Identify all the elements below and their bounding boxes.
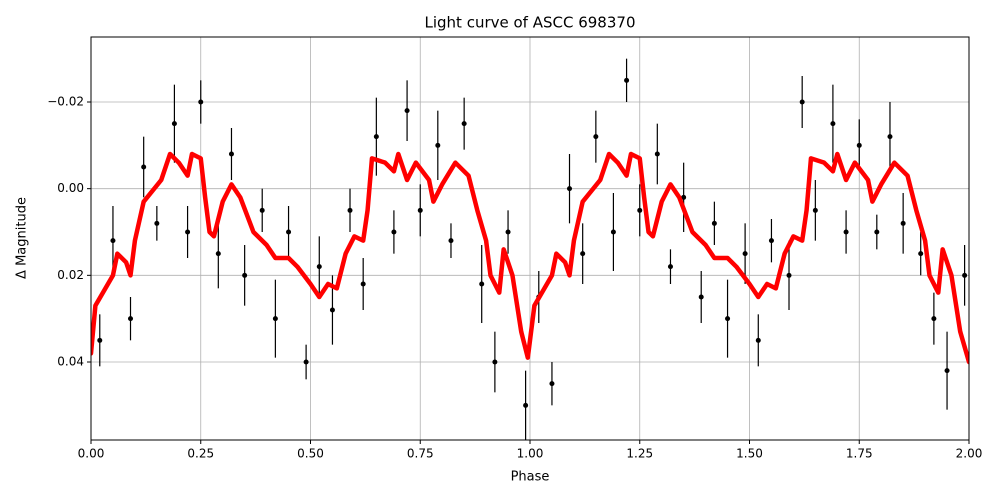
data-point bbox=[843, 229, 849, 235]
data-point bbox=[962, 272, 968, 278]
data-point bbox=[567, 186, 573, 192]
data-point bbox=[154, 220, 160, 226]
chart-title: Light curve of ASCC 698370 bbox=[425, 14, 636, 32]
data-point bbox=[593, 134, 599, 140]
data-point bbox=[742, 251, 748, 257]
data-point bbox=[799, 99, 805, 105]
data-point bbox=[725, 316, 731, 322]
y-tick-label: −0.02 bbox=[47, 95, 84, 109]
data-point bbox=[110, 238, 116, 244]
x-axis-label: Phase bbox=[511, 470, 550, 485]
data-point bbox=[624, 77, 630, 83]
data-point bbox=[505, 229, 511, 235]
data-point bbox=[272, 316, 278, 322]
data-point bbox=[242, 272, 248, 278]
data-point bbox=[215, 251, 221, 257]
data-point bbox=[681, 194, 687, 200]
data-point bbox=[812, 207, 818, 213]
data-point bbox=[874, 229, 880, 235]
data-point bbox=[918, 251, 924, 257]
data-point bbox=[667, 264, 673, 270]
data-point bbox=[329, 307, 335, 313]
x-tick-label: 0.25 bbox=[187, 447, 214, 461]
data-point bbox=[171, 121, 177, 127]
x-tick-label: 1.00 bbox=[517, 447, 544, 461]
data-point bbox=[198, 99, 204, 105]
x-tick-label: 0.75 bbox=[407, 447, 434, 461]
data-point bbox=[391, 229, 397, 235]
data-point bbox=[128, 316, 134, 322]
data-point bbox=[286, 229, 292, 235]
data-point bbox=[461, 121, 467, 127]
data-point bbox=[887, 134, 893, 140]
y-tick-label: 0.04 bbox=[57, 355, 84, 369]
data-point bbox=[417, 207, 423, 213]
data-point bbox=[404, 108, 410, 114]
data-point bbox=[347, 207, 353, 213]
data-point bbox=[479, 281, 485, 287]
data-point bbox=[259, 207, 265, 213]
data-point bbox=[931, 316, 937, 322]
data-point bbox=[316, 264, 322, 270]
x-tick-label: 2.00 bbox=[956, 447, 983, 461]
y-tick-label: 0.02 bbox=[57, 268, 84, 282]
data-point bbox=[373, 134, 379, 140]
data-point bbox=[580, 251, 586, 257]
data-point bbox=[303, 359, 309, 365]
data-point bbox=[141, 164, 147, 170]
x-tick-label: 0.50 bbox=[297, 447, 324, 461]
y-tick-label: 0.00 bbox=[57, 181, 84, 195]
data-point bbox=[830, 121, 836, 127]
fit-line bbox=[91, 151, 969, 365]
data-point bbox=[900, 220, 906, 226]
data-point bbox=[228, 151, 234, 157]
x-tick-label: 1.25 bbox=[626, 447, 653, 461]
data-point bbox=[711, 220, 717, 226]
data-point bbox=[856, 142, 862, 148]
data-point bbox=[637, 207, 643, 213]
data-point bbox=[549, 381, 555, 387]
data-point bbox=[185, 229, 191, 235]
data-point bbox=[435, 142, 441, 148]
x-tick-label: 0.00 bbox=[78, 447, 105, 461]
data-point bbox=[610, 229, 616, 235]
x-tick-label: 1.75 bbox=[846, 447, 873, 461]
data-point bbox=[523, 402, 529, 408]
data-point bbox=[97, 337, 103, 343]
data-point bbox=[755, 337, 761, 343]
data-point bbox=[360, 281, 366, 287]
data-point bbox=[448, 238, 454, 244]
data-point bbox=[786, 272, 792, 278]
data-point bbox=[492, 359, 498, 365]
data-point bbox=[698, 294, 704, 300]
data-point bbox=[654, 151, 660, 157]
plot-area bbox=[91, 37, 969, 440]
x-tick-label: 1.50 bbox=[736, 447, 763, 461]
grid bbox=[91, 37, 969, 440]
data-point bbox=[944, 368, 950, 374]
data-point bbox=[768, 238, 774, 244]
y-axis-label: Δ Magnitude bbox=[15, 197, 30, 279]
